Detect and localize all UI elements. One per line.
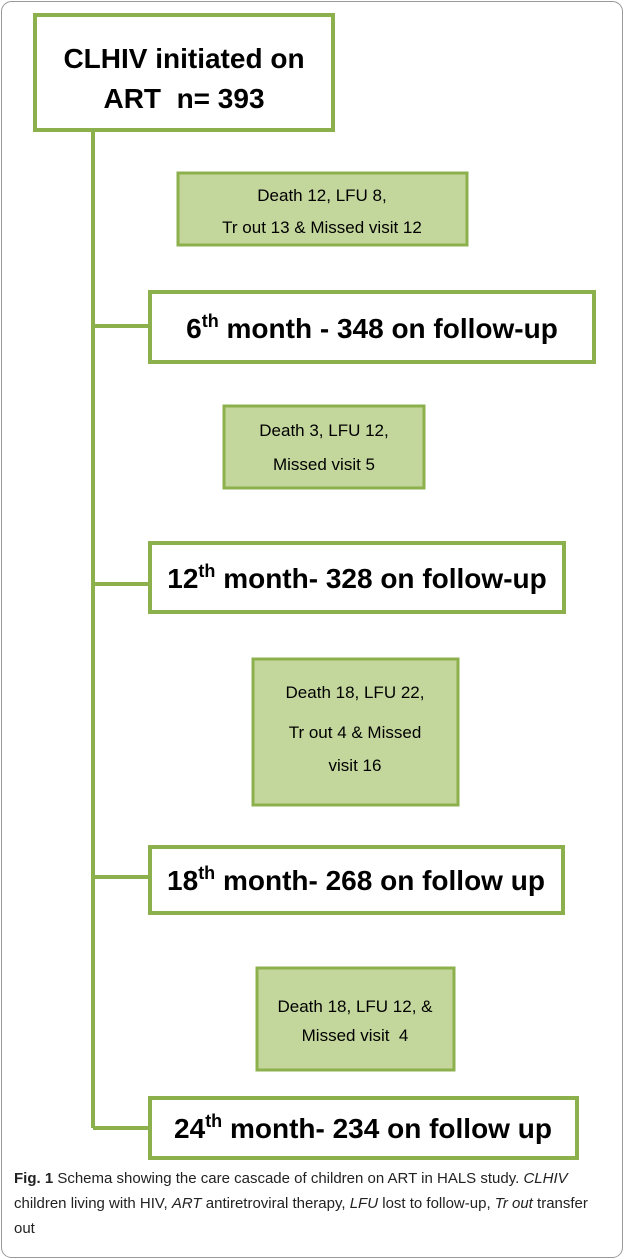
caption-text: transfer out <box>14 1195 588 1237</box>
milestone-number: 6 <box>186 313 202 344</box>
milestone-box <box>148 541 566 614</box>
milestone-sup: th <box>205 1111 222 1131</box>
loss-box <box>222 404 426 490</box>
loss-box <box>251 657 460 807</box>
milestone-rest: month - 348 on follow-up <box>219 313 558 344</box>
milestone-number: 12 <box>167 563 198 594</box>
caption-term: Tr out <box>494 1195 533 1212</box>
milestone-sup: th <box>202 311 219 331</box>
milestone-rest: month- 234 on follow up <box>222 1113 552 1144</box>
milestone-number: 18 <box>167 865 198 896</box>
milestone-rest: month- 268 on follow up <box>215 865 545 896</box>
milestone-number: 24 <box>174 1113 206 1144</box>
milestone-text: 24th month- 234 on follow up <box>174 1111 552 1144</box>
milestone-box <box>148 290 596 364</box>
caption-term: CLHIV <box>523 1170 568 1187</box>
loss-text: Death 3, LFU 12, <box>259 421 388 440</box>
loss-text: Tr out 13 & Missed visit 12 <box>222 218 422 237</box>
milestone-sup: th <box>198 561 215 581</box>
milestone-rest: month- 328 on follow-up <box>215 563 546 594</box>
start-box <box>33 13 335 132</box>
loss-text: Missed visit 5 <box>273 455 375 474</box>
loss-text: visit 16 <box>329 756 382 775</box>
caption-text: antiretroviral therapy, <box>201 1195 350 1212</box>
milestone-text: 18th month- 268 on follow up <box>167 863 545 896</box>
milestone-box <box>148 845 565 915</box>
loss-box <box>176 171 469 247</box>
loss-text: Tr out 4 & Missed <box>289 723 422 742</box>
caption-term: ART <box>171 1195 202 1212</box>
caption-label: Fig. 1 <box>14 1170 54 1187</box>
start-text: ART n= 393 <box>103 83 264 114</box>
loss-text: Death 18, LFU 22, <box>286 683 425 702</box>
milestone-text: 6th month - 348 on follow-up <box>186 311 558 344</box>
caption-text: lost to follow-up, <box>378 1195 495 1212</box>
caption-term: LFU <box>349 1195 379 1212</box>
caption: Fig. 1 Schema showing the care cascade o… <box>14 1166 610 1241</box>
caption-text: children living with HIV, <box>14 1195 172 1212</box>
milestone-text: 12th month- 328 on follow-up <box>167 561 546 594</box>
start-text: CLHIV initiated on <box>63 43 304 74</box>
caption-text: Schema showing the care cascade of child… <box>53 1170 524 1187</box>
loss-text: Death 18, LFU 12, & <box>278 997 434 1016</box>
loss-text: Missed visit 4 <box>302 1026 409 1045</box>
milestone-sup: th <box>198 863 215 883</box>
loss-text: Death 12, LFU 8, <box>257 186 386 205</box>
loss-box <box>255 966 456 1072</box>
milestone-box <box>148 1096 579 1160</box>
